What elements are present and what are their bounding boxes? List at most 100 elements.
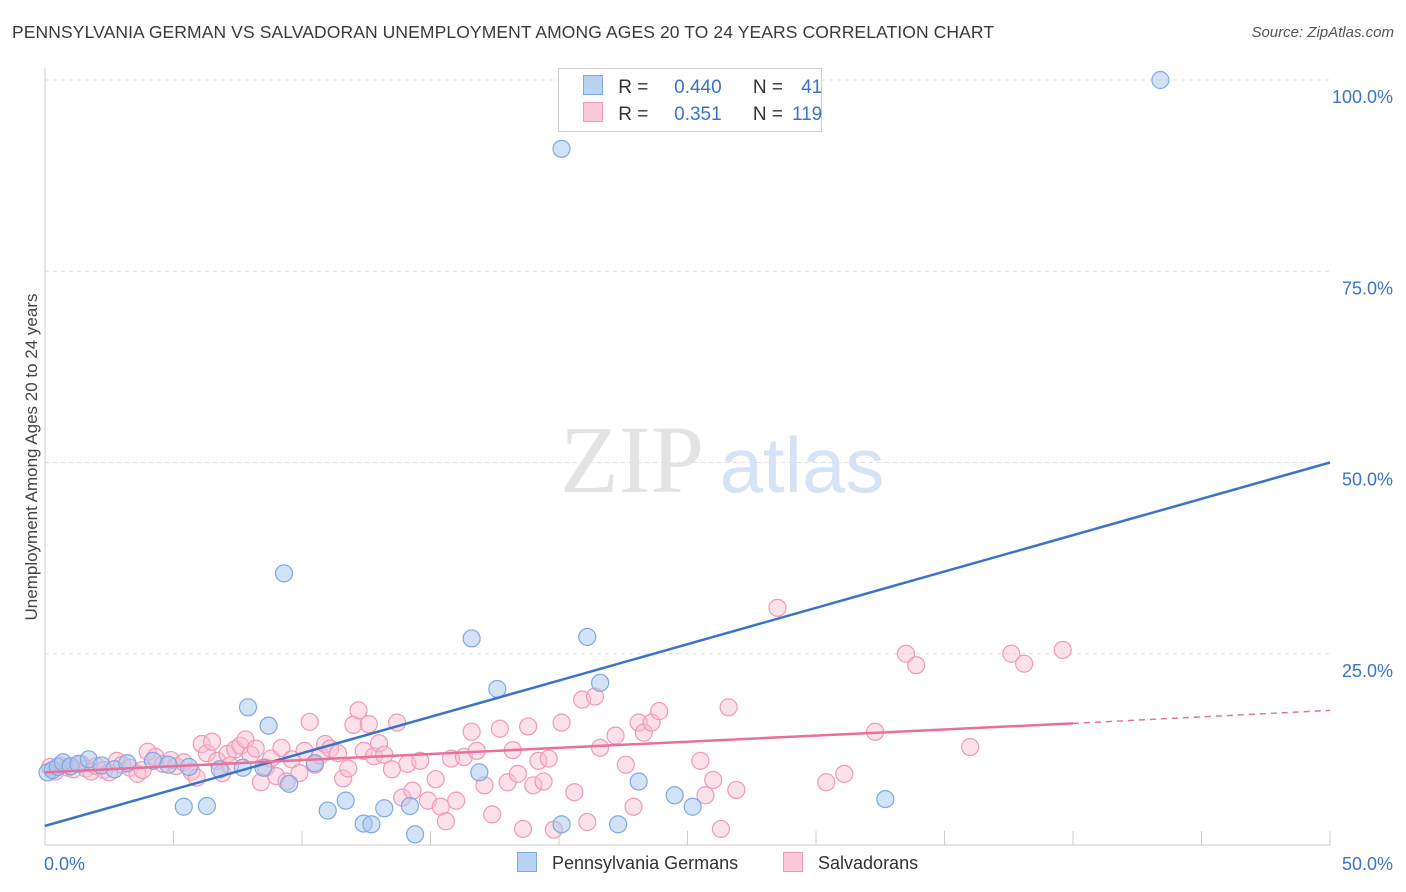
- salvadorans-point: [817, 773, 836, 792]
- blue-swatch: [517, 852, 537, 872]
- legend-item-pennsylvania-germans: Pennsylvania Germans: [517, 852, 738, 874]
- salvadorans-trend-extension: [1072, 709, 1331, 725]
- pennsylvania-germans-point: [578, 627, 597, 647]
- pennsylvania-germans-point: [274, 564, 294, 583]
- legend-r-label: R =: [618, 104, 649, 125]
- y-axis-label: Unemployment Among Ages 20 to 24 years: [22, 294, 41, 621]
- salvadorans-point: [552, 713, 571, 732]
- salvadorans-point: [519, 717, 538, 736]
- pink-swatch: [783, 852, 803, 872]
- salvadorans-point: [711, 819, 731, 839]
- y-tick-label: 100.0%: [1332, 87, 1393, 107]
- trend-lines: [44, 461, 1331, 828]
- x-tick-label: 0.0%: [44, 854, 85, 874]
- pennsylvania-germans-point: [470, 763, 489, 782]
- salvadorans-point: [907, 656, 926, 675]
- watermark-atlas: atlas: [720, 421, 885, 509]
- pennsylvania-germans-point: [591, 673, 610, 692]
- salvadorans-point: [382, 760, 402, 779]
- pennsylvania-germans-point: [629, 772, 648, 791]
- salvadorans-point: [616, 755, 635, 774]
- legend-item-salvadorans: Salvadorans: [783, 852, 918, 874]
- pennsylvania-germans-point: [174, 797, 193, 816]
- salvadorans-point: [246, 739, 265, 758]
- salvadorans-point: [349, 701, 368, 720]
- legend-n-value: 119: [791, 104, 823, 125]
- pennsylvania-germans-point: [259, 716, 278, 735]
- salvadorans-point: [578, 812, 597, 832]
- salvadorans-point: [426, 770, 445, 789]
- correlation-legend: R = 0.440 N = 41 R = 0.351 N = 119: [558, 68, 822, 132]
- pennsylvania-germans-point: [1151, 70, 1170, 90]
- salvadorans-point: [272, 738, 291, 757]
- pennsylvania-germans-trend-line: [44, 461, 1331, 828]
- pennsylvania-germans-point: [609, 815, 628, 834]
- salvadorans-points: [41, 598, 1072, 839]
- salvadorans-point: [334, 769, 353, 788]
- salvadorans-point: [534, 772, 553, 791]
- salvadorans-point: [436, 812, 456, 831]
- y-tick-label: 75.0%: [1342, 278, 1393, 298]
- legend-r-value: 0.351: [674, 104, 722, 125]
- legend-r-value: 0.440: [674, 77, 722, 98]
- y-tick-label: 25.0%: [1342, 661, 1393, 681]
- salvadorans-point: [411, 751, 430, 770]
- pennsylvania-germans-point: [197, 796, 217, 816]
- pennsylvania-germans-point: [280, 774, 299, 793]
- salvadorans-point: [624, 797, 643, 816]
- salvadorans-point: [462, 722, 481, 741]
- pennsylvania-germans-point: [683, 797, 702, 816]
- tick-labels: 100.0% 75.0% 50.0% 25.0% 0.0% 50.0%: [44, 87, 1393, 874]
- legend-row-pennsylvania-germans: R = 0.440 N = 41: [583, 75, 822, 99]
- x-tick-label: 50.0%: [1342, 854, 1393, 874]
- salvadorans-point: [370, 734, 389, 753]
- salvadorans-point: [896, 644, 916, 663]
- pennsylvania-germans-point: [238, 698, 258, 717]
- salvadorans-point: [565, 783, 584, 802]
- watermark-zip: ZIP: [560, 406, 704, 513]
- y-tick-label: 50.0%: [1342, 470, 1393, 490]
- salvadorans-point: [508, 764, 527, 783]
- pennsylvania-germans-point: [405, 825, 425, 844]
- salvadorans-point: [768, 598, 787, 617]
- salvadorans-trend-line: [44, 722, 1074, 774]
- legend-n-value: 41: [801, 77, 823, 98]
- pennsylvania-germans-point: [488, 679, 507, 699]
- salvadorans-point: [300, 712, 319, 731]
- pennsylvania-germans-point: [400, 796, 420, 816]
- salvadorans-point: [202, 732, 222, 751]
- pennsylvania-germans-point: [375, 799, 394, 818]
- salvadorans-point: [835, 764, 854, 783]
- legend-series-name: Salvadorans: [818, 853, 919, 873]
- salvadorans-point: [691, 751, 710, 770]
- chart-title: PENNSYLVANIA GERMAN VS SALVADORAN UNEMPL…: [12, 22, 995, 42]
- legend-r-label: R =: [618, 77, 649, 98]
- pennsylvania-germans-point: [665, 786, 684, 805]
- pennsylvania-germans-point: [362, 815, 381, 834]
- pennsylvania-germans-point: [552, 815, 571, 834]
- salvadorans-point: [634, 723, 653, 742]
- pennsylvania-germans-point: [336, 791, 355, 810]
- axes: [44, 68, 1331, 846]
- salvadorans-point: [197, 744, 217, 763]
- salvadorans-point: [704, 770, 723, 790]
- salvadorans-point: [524, 776, 543, 795]
- pennsylvania-germans-point: [305, 754, 324, 773]
- source-label: Source: ZipAtlas.com: [1251, 24, 1394, 41]
- salvadorans-point: [629, 713, 648, 732]
- legend-series-name: Pennsylvania Germans: [552, 853, 739, 873]
- salvadorans-point: [339, 759, 358, 778]
- salvadorans-point: [447, 791, 466, 810]
- salvadorans-point: [539, 749, 558, 768]
- legend-n-label: N =: [752, 104, 783, 125]
- salvadorans-point: [719, 698, 738, 717]
- salvadorans-point: [696, 786, 715, 805]
- series-legend: Pennsylvania Germans Salvadorans: [0, 852, 1406, 876]
- salvadorans-point: [354, 741, 373, 761]
- legend-row-salvadorans: R = 0.351 N = 119: [583, 102, 822, 126]
- salvadorans-point: [1015, 654, 1034, 673]
- salvadorans-point: [606, 726, 625, 745]
- gridlines: [45, 79, 1330, 655]
- pennsylvania-germans-point: [876, 789, 895, 809]
